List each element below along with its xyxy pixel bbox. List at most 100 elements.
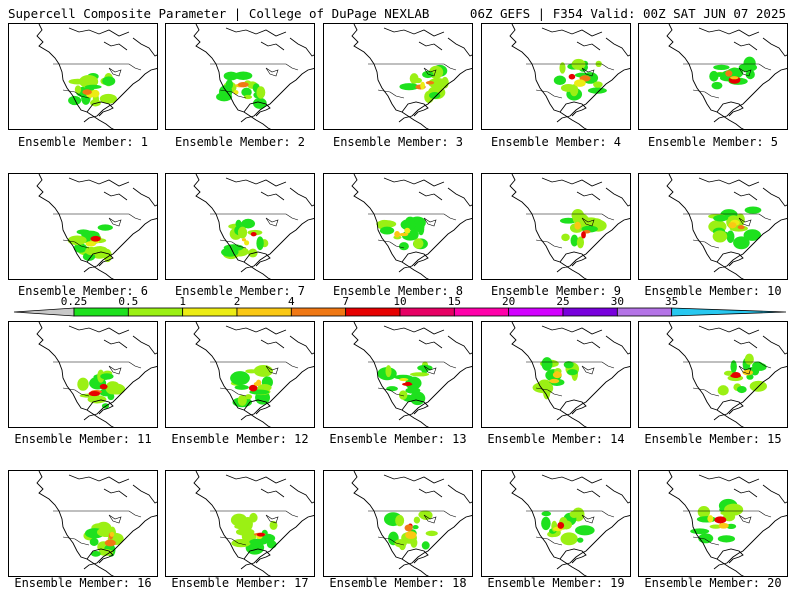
coastline [666, 322, 787, 427]
colorbar-segment [236, 307, 292, 317]
scp-shading [553, 75, 567, 86]
map-canvas [36, 322, 157, 427]
scp-shading [405, 376, 422, 390]
scp-shading-high [574, 79, 586, 87]
scp-shading [421, 364, 428, 374]
scp-shading [413, 238, 424, 249]
great-lakes [423, 67, 437, 77]
scp-shading [230, 513, 248, 527]
arctic-islands [225, 27, 314, 57]
scp-shading [567, 369, 578, 376]
map-canvas [666, 322, 787, 427]
great-lakes [738, 67, 752, 77]
panel-label: Ensemble Member: 14 [487, 432, 625, 446]
scp-shading [587, 87, 607, 94]
scp-shading [245, 394, 253, 400]
map-panel [165, 470, 315, 577]
scp-shading-high [82, 89, 92, 95]
scp-shading-high [420, 81, 425, 90]
map-panel [8, 23, 158, 130]
scp-shading [237, 394, 247, 406]
colorbar-segment [127, 307, 184, 317]
panel-label: Ensemble Member: 3 [332, 135, 464, 149]
scp-shading [249, 512, 258, 523]
scp-shading [712, 230, 728, 243]
scp-shading [541, 511, 552, 517]
scp-shading [746, 374, 754, 380]
scp-shading [419, 510, 433, 521]
us-mexico-border [377, 387, 405, 397]
scp-shading [698, 533, 714, 544]
scp-shading [560, 83, 576, 92]
great-lakes [108, 514, 122, 524]
scp-shading [716, 72, 724, 77]
scp-shading [102, 76, 116, 86]
scp-shading [253, 365, 273, 377]
scp-shading [713, 64, 730, 71]
scp-shading [413, 516, 421, 524]
map-panel [481, 173, 631, 280]
arctic-islands [383, 474, 472, 504]
map-panel [8, 173, 158, 280]
arctic-islands [68, 474, 157, 504]
scp-shading [256, 86, 266, 99]
scp-shading [237, 226, 248, 239]
coastline [509, 174, 630, 279]
us-canada-border [683, 63, 772, 71]
scp-shading-high [109, 531, 115, 537]
us-mexico-border [62, 387, 90, 397]
us-mexico-border [219, 239, 247, 249]
gulf-coast [559, 548, 587, 564]
coastline [193, 24, 314, 129]
scp-shading [428, 92, 441, 99]
scp-shading [398, 390, 408, 400]
scp-shading-high [554, 371, 561, 379]
scp-shading [90, 550, 101, 557]
coastline [193, 174, 314, 279]
scp-shading [697, 506, 711, 518]
scp-shading [541, 516, 551, 531]
panel-label: Ensemble Member: 18 [329, 576, 467, 590]
colorbar-tick-label: 10 [393, 295, 406, 308]
scp-shading [85, 246, 98, 256]
scp-shading [421, 541, 430, 550]
scp-shading [570, 234, 579, 247]
scp-shading-high [581, 231, 586, 239]
scp-shading [97, 224, 113, 231]
scp-shading [376, 220, 397, 228]
scp-shading [241, 218, 256, 229]
scp-shading-high [742, 369, 754, 376]
arctic-islands [68, 27, 157, 57]
us-mexico-border [377, 89, 405, 99]
us-canada-border [526, 510, 615, 518]
coastline [193, 322, 314, 427]
scp-shading-high [398, 232, 409, 237]
gulf-coast [243, 251, 271, 267]
scp-shading [711, 81, 723, 90]
us-mexico-border [62, 89, 90, 99]
colorbar-segment [73, 307, 129, 317]
scp-shading [230, 371, 250, 386]
scp-shading [717, 385, 729, 396]
map-canvas [666, 24, 787, 129]
scp-shading [96, 246, 105, 256]
us-mexico-border [377, 239, 405, 249]
scp-shading [425, 530, 438, 537]
map-panel [165, 23, 315, 130]
scp-shading [410, 372, 430, 377]
panel-label: Ensemble Member: 6 [17, 284, 149, 298]
arctic-islands [698, 474, 787, 504]
scp-shading-high [731, 371, 741, 379]
scp-shading-high [730, 76, 739, 80]
arctic-islands [698, 27, 787, 57]
colorbar-tick-label: 15 [448, 295, 461, 308]
scp-shading [713, 214, 729, 222]
us-mexico-border [62, 536, 90, 546]
us-canada-border [53, 213, 142, 221]
map-canvas [509, 24, 630, 129]
great-lakes [738, 217, 752, 227]
map-canvas [351, 471, 472, 576]
us-mexico-border [692, 89, 720, 99]
coastline [36, 24, 157, 129]
